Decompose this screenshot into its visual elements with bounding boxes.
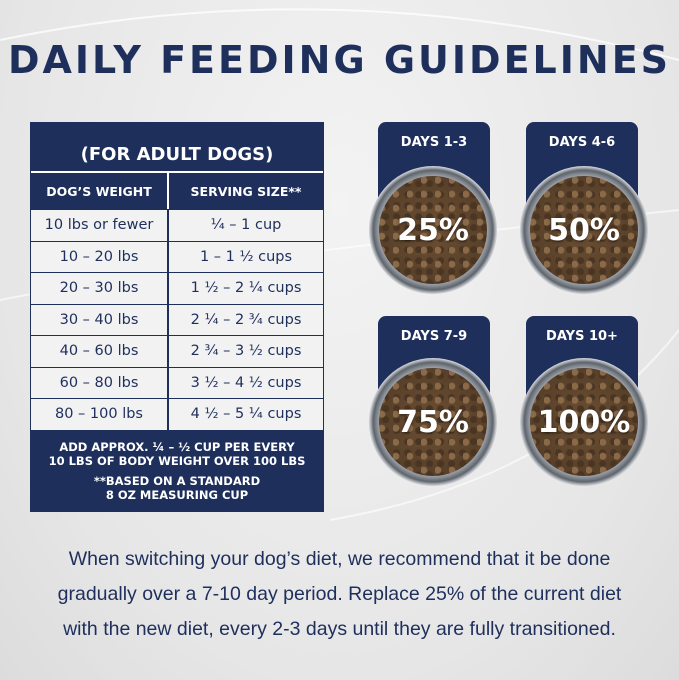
serving-cell: 4 ½ – 5 ¼ cups (169, 399, 323, 430)
page-title: DAILY FEEDING GUIDELINES (7, 38, 672, 82)
note-line: with the new diet, every 2-3 days until … (63, 618, 616, 640)
decorative-swirl (0, 8, 679, 61)
table-row: 20 – 30 lbs 1 ½ – 2 ¼ cups (31, 272, 323, 304)
weight-cell: 40 – 60 lbs (31, 336, 169, 367)
table-row: 40 – 60 lbs 2 ¾ – 3 ½ cups (31, 335, 323, 367)
serving-cell: 2 ¾ – 3 ½ cups (169, 336, 323, 367)
serving-cell: 1 ½ – 2 ¼ cups (169, 273, 323, 304)
table-row: 60 – 80 lbs 3 ½ – 4 ½ cups (31, 366, 323, 398)
kibble-image (530, 176, 638, 284)
table-subtitle: (FOR ADULT DOGS) (80, 144, 274, 165)
kibble-image (379, 176, 487, 284)
weight-cell: 20 – 30 lbs (31, 273, 169, 304)
food-bowl: 75% (369, 358, 497, 486)
food-bowl: 25% (369, 166, 497, 294)
serving-cell: 3 ½ – 4 ½ cups (169, 367, 323, 398)
note-line: gradually over a 7-10 day period. Replac… (57, 583, 622, 605)
transition-note: When switching your dog’s diet, we recom… (0, 542, 679, 647)
table-row: 10 lbs or fewer ¼ – 1 cup (31, 209, 323, 241)
table-row: 10 – 20 lbs 1 – 1 ½ cups (31, 240, 323, 272)
feeding-table: (FOR ADULT DOGS) DOG’S WEIGHT SERVING SI… (30, 122, 324, 512)
table-row: 30 – 40 lbs 2 ¼ – 2 ¾ cups (31, 303, 323, 335)
kibble-image (530, 368, 638, 476)
food-bowl: 50% (520, 166, 648, 294)
column-header-weight: DOG’S WEIGHT (31, 173, 169, 209)
footer-line: ADD APPROX. ¼ – ½ CUP PER EVERY (59, 439, 295, 454)
percent-label: 50% (548, 212, 620, 248)
weight-cell: 30 – 40 lbs (31, 304, 169, 335)
table-row: 80 – 100 lbs 4 ½ – 5 ¼ cups (31, 398, 323, 430)
percent-label: 25% (397, 212, 469, 248)
weight-cell: 10 lbs or fewer (31, 210, 169, 241)
percent-label: 75% (397, 404, 469, 440)
column-header-serving: SERVING SIZE** (169, 173, 323, 209)
serving-cell: 1 – 1 ½ cups (169, 241, 323, 272)
table-header-row: DOG’S WEIGHT SERVING SIZE** (31, 171, 323, 209)
footer-line: 10 LBS OF BODY WEIGHT OVER 100 LBS (48, 453, 306, 468)
percent-label: 100% (537, 404, 631, 440)
table-footer: ADD APPROX. ¼ – ½ CUP PER EVERY 10 LBS OF… (31, 430, 323, 502)
weight-cell: 60 – 80 lbs (31, 367, 169, 398)
weight-cell: 10 – 20 lbs (31, 241, 169, 272)
kibble-image (379, 368, 487, 476)
serving-cell: 2 ¼ – 2 ¾ cups (169, 304, 323, 335)
note-line: When switching your dog’s diet, we recom… (68, 548, 611, 570)
food-bowl: 100% (520, 358, 648, 486)
serving-cell: ¼ – 1 cup (169, 210, 323, 241)
footnote-line: **BASED ON A STANDARD (93, 473, 261, 488)
footnote-line: 8 OZ MEASURING CUP (105, 487, 249, 502)
weight-cell: 80 – 100 lbs (31, 399, 169, 430)
